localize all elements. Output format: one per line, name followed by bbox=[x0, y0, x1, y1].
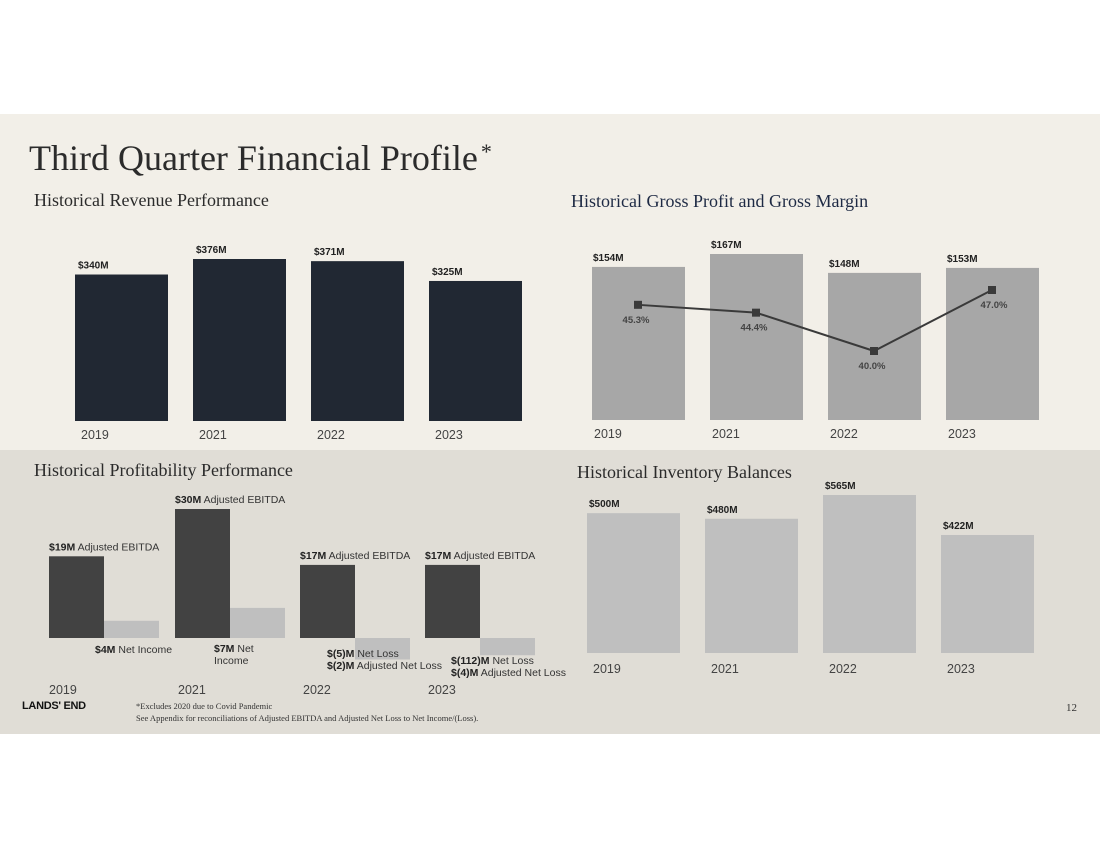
net-income-label: $7M Net bbox=[214, 643, 254, 655]
adjusted-ebitda-label: $19M Adjusted EBITDA bbox=[49, 541, 159, 553]
gross-margin-label: 40.0% bbox=[859, 361, 886, 372]
gross-margin-label: 44.4% bbox=[741, 323, 768, 334]
inventory-year-label: 2023 bbox=[947, 662, 975, 676]
inventory-value-label: $480M bbox=[707, 505, 738, 516]
adjusted-ebitda-label: $17M Adjusted EBITDA bbox=[300, 550, 410, 562]
net-income-label: $(2)M Adjusted Net Loss bbox=[327, 660, 442, 672]
inventory-year-label: 2022 bbox=[829, 662, 857, 676]
profitability-year-label: 2019 bbox=[49, 683, 77, 697]
net-income-bar bbox=[480, 638, 535, 656]
gross-profit-year-label: 2023 bbox=[948, 427, 976, 441]
gross-profit-bar bbox=[710, 254, 803, 420]
revenue-bar bbox=[311, 261, 404, 421]
footnotes: *Excludes 2020 due to Covid Pandemic See… bbox=[136, 700, 478, 724]
inventory-bar bbox=[587, 513, 680, 653]
gross-profit-value-label: $153M bbox=[947, 254, 978, 265]
profitability-chart-title: Historical Profitability Performance bbox=[34, 460, 293, 480]
gross-profit-bar bbox=[828, 272, 921, 420]
adjusted-ebitda-bar bbox=[300, 564, 355, 638]
revenue-value-label: $371M bbox=[314, 247, 345, 258]
revenue-bar bbox=[75, 274, 168, 421]
inventory-bar bbox=[823, 495, 916, 653]
gross-profit-year-label: 2022 bbox=[830, 427, 858, 441]
gross-profit-bar bbox=[592, 266, 685, 420]
net-income-label: Income bbox=[214, 655, 249, 667]
revenue-bar bbox=[193, 259, 286, 421]
net-income-bar bbox=[104, 620, 159, 638]
adjusted-ebitda-bar bbox=[49, 556, 104, 638]
profitability-year-label: 2023 bbox=[428, 683, 456, 697]
revenue-year-label: 2021 bbox=[199, 428, 227, 442]
net-income-bar bbox=[230, 607, 285, 638]
gross-margin-label: 47.0% bbox=[981, 300, 1008, 311]
gross-profit-year-label: 2019 bbox=[594, 427, 622, 441]
gross-profit-value-label: $148M bbox=[829, 259, 860, 270]
revenue-year-label: 2023 bbox=[435, 428, 463, 442]
gross-margin-marker bbox=[988, 286, 996, 294]
page-title: Third Quarter Financial Profile * bbox=[29, 138, 492, 178]
net-income-label: $4M Net Income bbox=[95, 644, 172, 656]
adjusted-ebitda-bar bbox=[175, 509, 230, 638]
gross-margin-label: 45.3% bbox=[623, 315, 650, 326]
profitability-year-label: 2021 bbox=[178, 683, 206, 697]
title-footnote-mark: * bbox=[480, 139, 492, 164]
gross-profit-value-label: $154M bbox=[593, 253, 624, 264]
footnote-covid: *Excludes 2020 due to Covid Pandemic bbox=[136, 701, 273, 711]
adjusted-ebitda-bar bbox=[425, 564, 480, 638]
revenue-year-label: 2022 bbox=[317, 428, 345, 442]
footnote-appendix: See Appendix for reconciliations of Adju… bbox=[136, 713, 479, 723]
gross-profit-value-label: $167M bbox=[711, 240, 742, 251]
revenue-value-label: $340M bbox=[78, 261, 109, 272]
gross-profit-year-label: 2021 bbox=[712, 427, 740, 441]
inventory-value-label: $422M bbox=[943, 521, 974, 532]
net-income-bar bbox=[355, 638, 410, 660]
gross-margin-marker bbox=[870, 347, 878, 355]
revenue-value-label: $325M bbox=[432, 267, 463, 278]
gross-margin-line bbox=[637, 289, 993, 353]
net-income-label: $(4)M Adjusted Net Loss bbox=[451, 667, 566, 679]
inventory-value-label: $500M bbox=[589, 499, 620, 510]
page-number: 12 bbox=[1066, 702, 1077, 714]
inventory-year-label: 2019 bbox=[593, 662, 621, 676]
inventory-bar bbox=[941, 534, 1034, 653]
profitability-year-label: 2022 bbox=[303, 683, 331, 697]
net-income-label: $(112)M Net Loss bbox=[451, 655, 534, 667]
revenue-bar bbox=[429, 280, 522, 421]
revenue-value-label: $376M bbox=[196, 245, 227, 256]
adjusted-ebitda-label: $17M Adjusted EBITDA bbox=[425, 550, 535, 562]
inventory-bar bbox=[705, 518, 798, 653]
inventory-value-label: $565M bbox=[825, 481, 856, 492]
gross-margin-marker bbox=[752, 308, 760, 317]
net-income-label: $(5)M Net Loss bbox=[327, 648, 399, 660]
gross-margin-marker bbox=[634, 300, 642, 309]
revenue-chart-title: Historical Revenue Performance bbox=[34, 190, 269, 210]
inventory-chart-title: Historical Inventory Balances bbox=[577, 462, 792, 482]
lands-end-logo: LANDS' END bbox=[22, 700, 86, 712]
gross-profit-chart-title: Historical Gross Profit and Gross Margin bbox=[571, 191, 869, 211]
inventory-year-label: 2021 bbox=[711, 662, 739, 676]
adjusted-ebitda-label: $30M Adjusted EBITDA bbox=[175, 494, 285, 506]
revenue-year-label: 2019 bbox=[81, 428, 109, 442]
